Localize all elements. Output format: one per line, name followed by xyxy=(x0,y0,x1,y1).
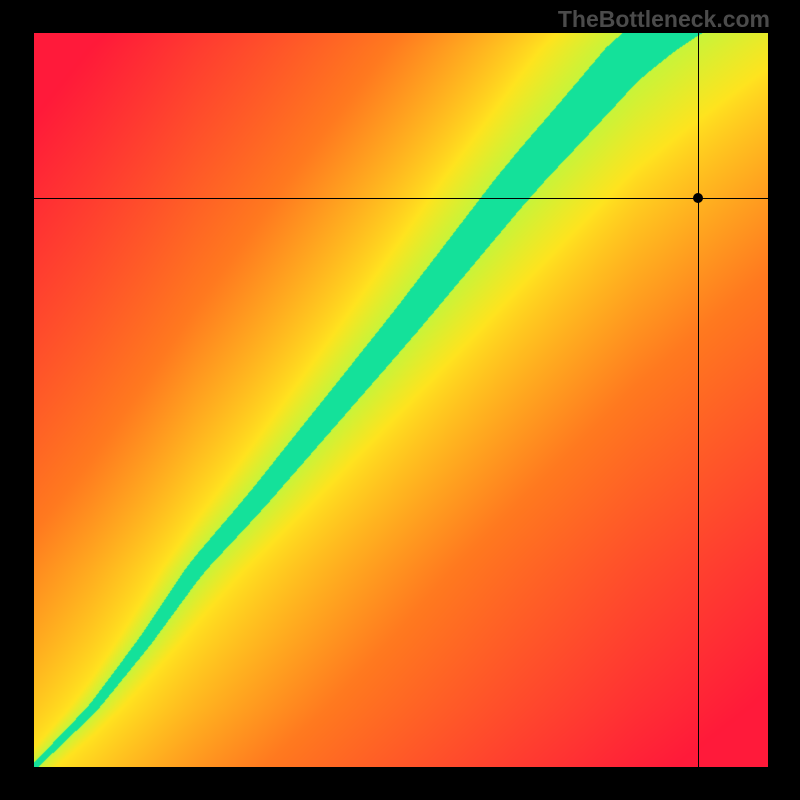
watermark-text: TheBottleneck.com xyxy=(558,6,770,33)
bottleneck-heatmap xyxy=(34,33,768,767)
crosshair-vertical-line xyxy=(698,33,699,767)
chart-container: { "chart": { "type": "heatmap", "descrip… xyxy=(0,0,800,800)
crosshair-horizontal-line xyxy=(34,198,768,199)
